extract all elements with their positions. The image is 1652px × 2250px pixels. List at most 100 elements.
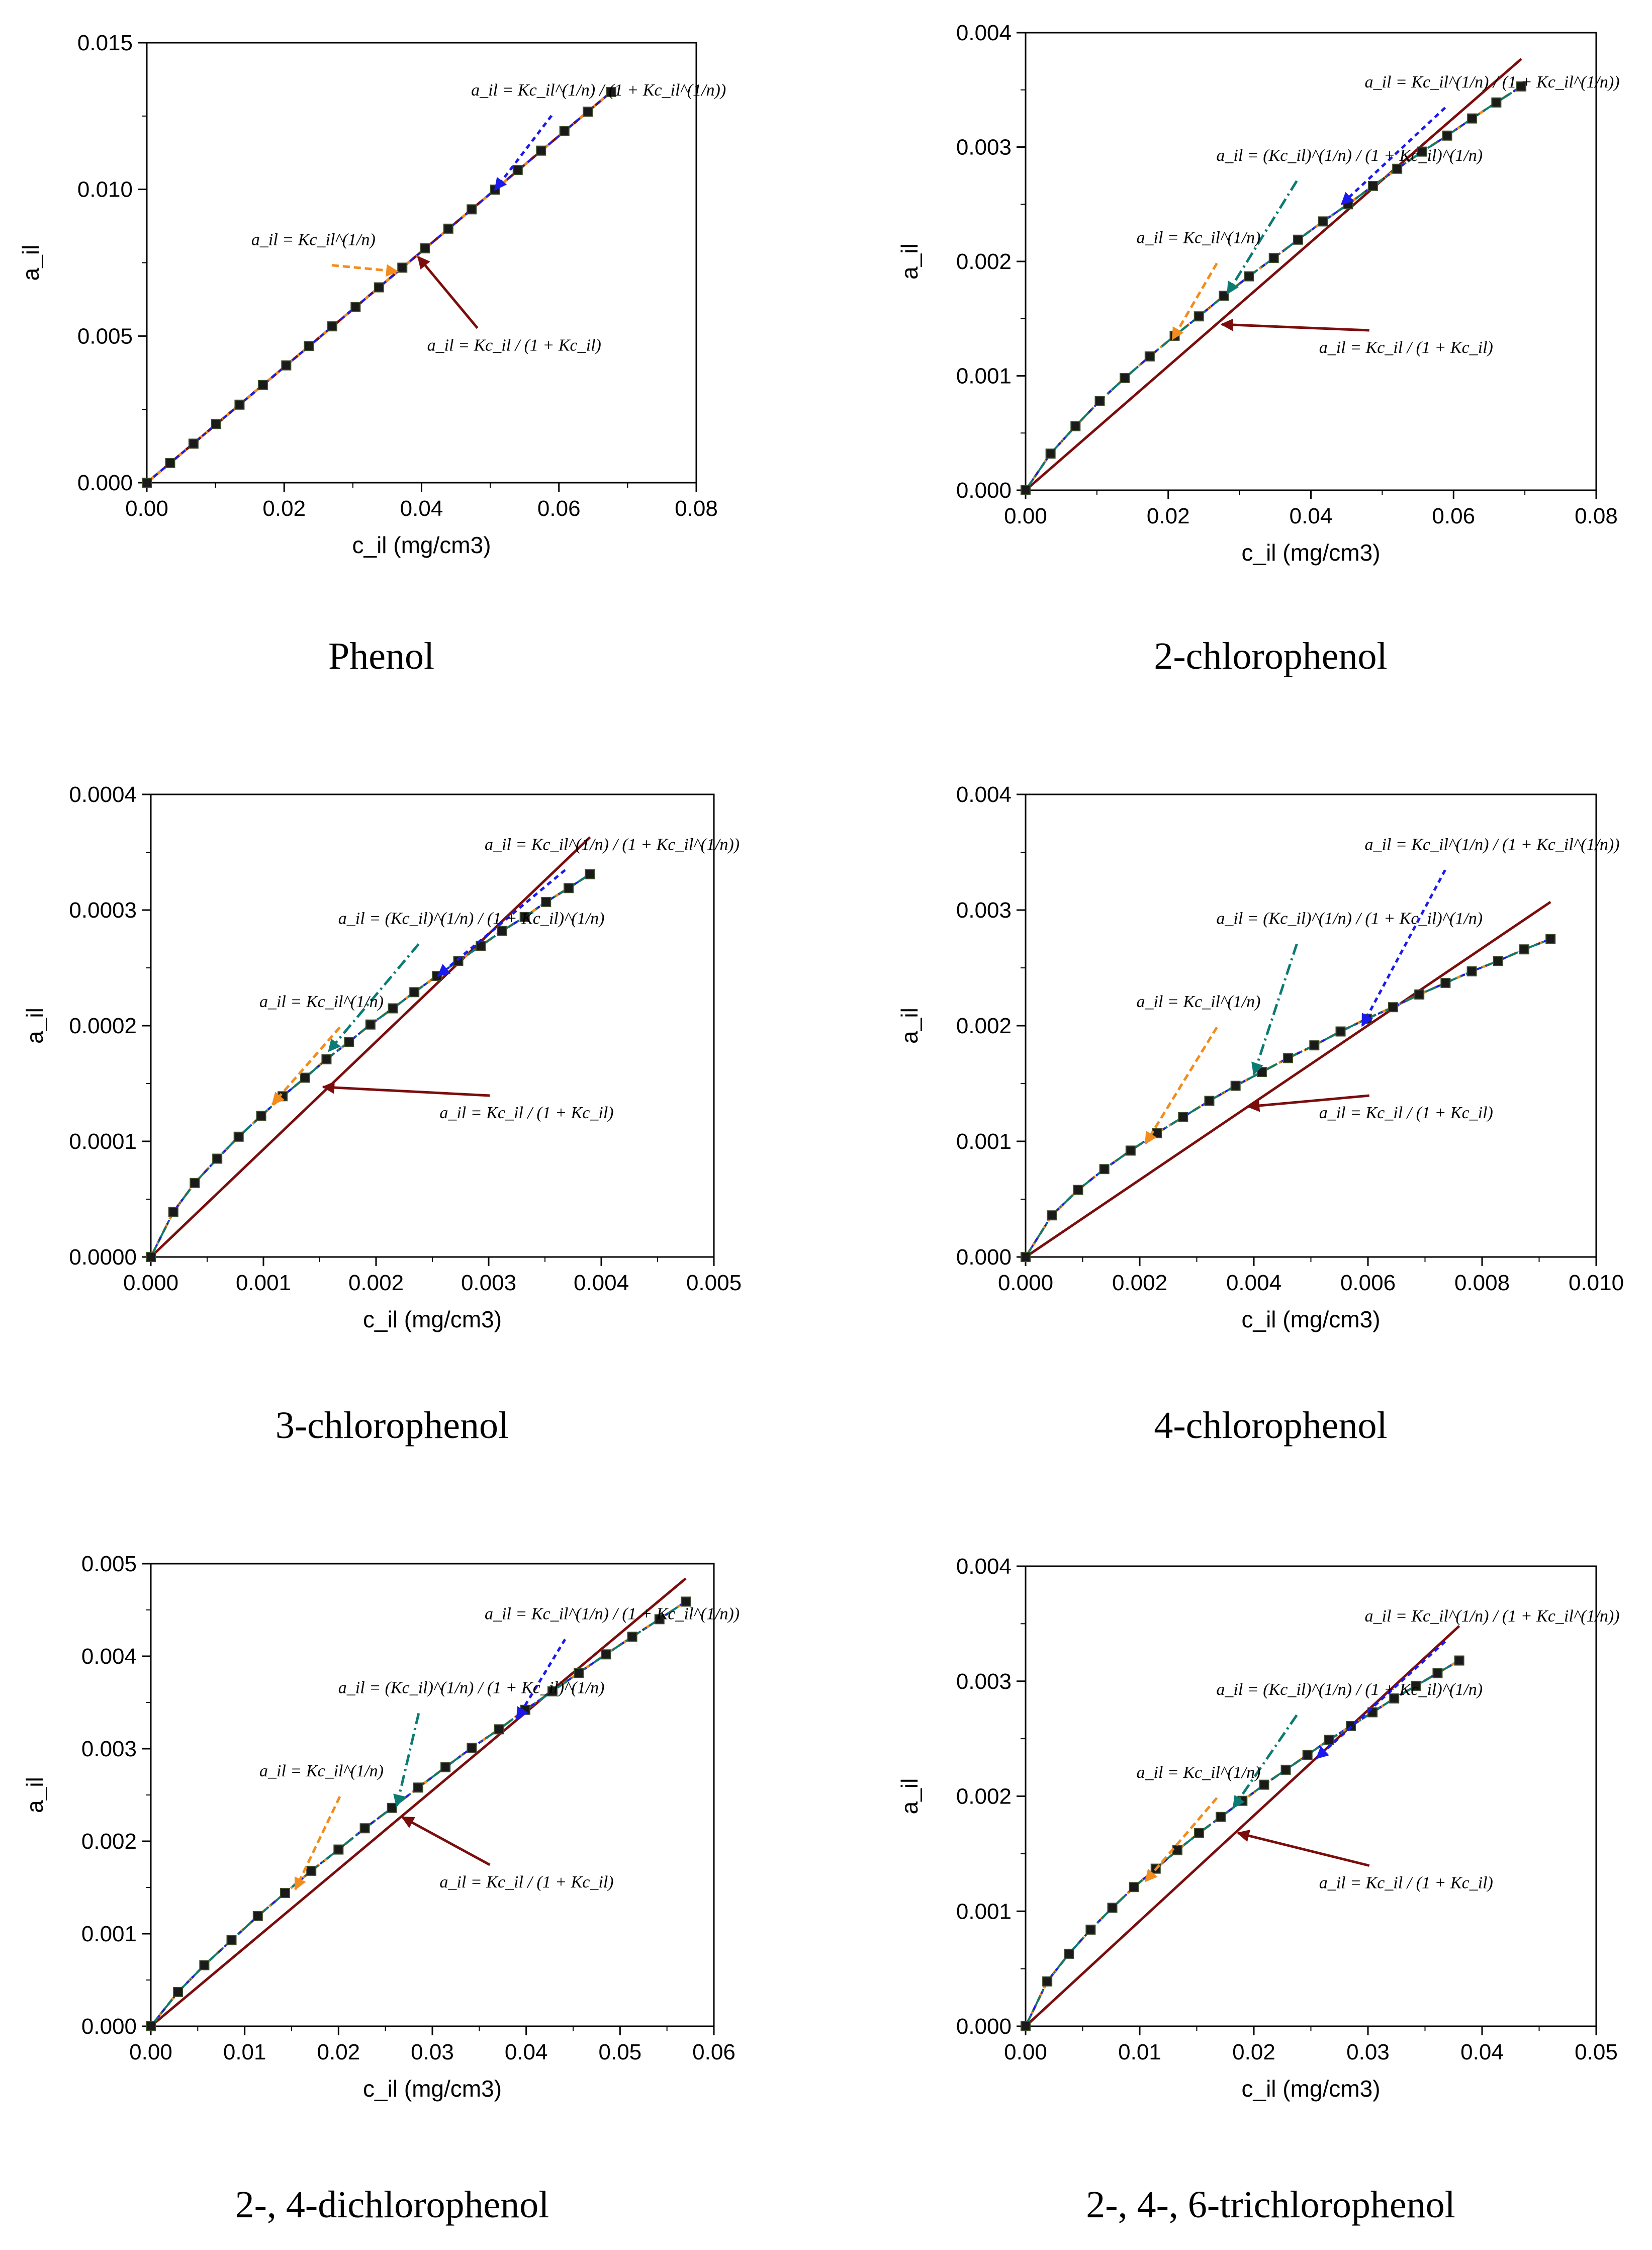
panel-caption: 2-, 4-dichlorophenol (235, 2184, 549, 2226)
data-point (1099, 1164, 1110, 1175)
y-axis-title: a_il (896, 1778, 923, 1815)
y-tick-label: 0.003 (956, 135, 1012, 160)
x-tick-label: 0.00 (1004, 2040, 1047, 2064)
x-tick-label: 0.02 (317, 2040, 360, 2064)
y-axis-title: a_il (18, 245, 44, 281)
data-point (1392, 163, 1403, 174)
y-tick-label: 0.0001 (69, 1129, 137, 1154)
x-axis-title: c_il (mg/cm3) (352, 532, 491, 558)
annotation-arrow (1251, 943, 1298, 1075)
equation-label-langmuir-freundlich: a_il = Kc_il^(1/n) / (1 + Kc_il^(1/n)) (485, 835, 740, 854)
equation-label-sips: a_il = (Kc_il)^(1/n) / (1 + Kc_il)^(1/n) (1216, 1680, 1483, 1699)
data-point (1172, 1845, 1182, 1856)
data-point (1216, 1812, 1226, 1822)
x-tick-label: 0.00 (1004, 504, 1047, 528)
equation-label-langmuir: a_il = Kc_il / (1 + Kc_il) (1319, 338, 1493, 357)
equation-label-sips: a_il = (Kc_il)^(1/n) / (1 + Kc_il)^(1/n) (1216, 146, 1483, 165)
data-point (256, 1111, 266, 1121)
data-point (168, 1207, 178, 1217)
data-point (541, 896, 552, 907)
data-point (1414, 989, 1425, 1000)
panel-caption: Phenol (328, 635, 434, 677)
data-point (1442, 130, 1452, 141)
annotation-arrow (1232, 1714, 1298, 1809)
annotation-arrow (328, 943, 420, 1052)
y-tick-label: 0.0004 (69, 782, 137, 807)
annotation-arrow (1236, 1829, 1370, 1867)
x-tick-label: 0.004 (574, 1271, 629, 1295)
data-point (1070, 421, 1081, 431)
data-point (1302, 1750, 1313, 1760)
annotation-arrow (401, 1816, 491, 1866)
annotation-arrow (515, 1639, 567, 1721)
y-tick-label: 0.015 (77, 31, 133, 55)
series-line-langmuir (150, 836, 591, 1258)
series-line-langmuir (1025, 1625, 1460, 2027)
data-point (1293, 234, 1303, 245)
x-axis-title: c_il (mg/cm3) (363, 1306, 502, 1332)
x-axis-title: c_il (mg/cm3) (1241, 2076, 1380, 2102)
series-line-langmuir-freundlich (1025, 1659, 1460, 2027)
x-tick-label: 0.02 (1147, 504, 1190, 528)
data-point (1283, 1053, 1294, 1063)
data-point (443, 223, 453, 234)
data-point (146, 1252, 156, 1262)
data-point (1194, 1828, 1205, 1838)
data-point (1432, 1668, 1443, 1678)
chart-panel-2: 0.00 0.02 0.04 0.06 0.08 0.000 0.001 0.002 0.003… (896, 21, 1620, 677)
data-point (1107, 1903, 1118, 1913)
equation-label-sips: a_il = (Kc_il)^(1/n) / (1 + Kc_il)^(1/n) (1216, 910, 1483, 928)
equation-label-langmuir: a_il = Kc_il / (1 + Kc_il) (427, 336, 601, 355)
y-tick-label: 0.005 (77, 324, 133, 348)
series-line-langmuir (150, 1577, 687, 2027)
x-tick-label: 0.01 (1118, 2040, 1161, 2064)
annotation-arrow (437, 869, 566, 977)
data-point (583, 107, 593, 117)
data-point (494, 1724, 504, 1735)
chart-panel-5: 0.00 0.01 0.02 0.03 0.04 0.05 0.06 0.000 0.001 0.… (22, 1552, 740, 2226)
y-axis-title: a_il (896, 1008, 923, 1044)
data-point (1120, 373, 1130, 384)
chart-panel-1: 0.00 0.02 0.04 0.06 0.08 0.000 0.005 0.010 0.015… (18, 31, 726, 677)
equation-label-freundlich: a_il = Kc_il^(1/n) (1137, 993, 1261, 1011)
y-axis-title: a_il (22, 1008, 48, 1044)
x-tick-label: 0.000 (123, 1271, 178, 1295)
plot-frame (1025, 32, 1597, 491)
y-tick-label: 0.002 (956, 1014, 1012, 1038)
data-point (165, 458, 175, 468)
annotation-arrow (494, 115, 553, 191)
y-tick-label: 0.0002 (69, 1014, 137, 1038)
data-point (1194, 311, 1204, 322)
x-tick-label: 0.08 (675, 496, 718, 521)
y-tick-label: 0.004 (956, 782, 1012, 807)
annotation-arrow (331, 264, 399, 277)
x-tick-label: 0.002 (348, 1271, 404, 1295)
annotation-arrow (393, 1713, 420, 1808)
x-tick-label: 0.03 (1346, 2040, 1390, 2064)
data-point (681, 1596, 691, 1607)
x-tick-label: 0.002 (1112, 1271, 1167, 1295)
data-point (1021, 1252, 1031, 1262)
y-tick-label: 0.000 (77, 471, 133, 495)
x-tick-label: 0.04 (1460, 2040, 1504, 2064)
data-point (1094, 396, 1105, 406)
data-point (627, 1632, 637, 1642)
data-point (388, 1003, 398, 1014)
equation-label-langmuir: a_il = Kc_il / (1 + Kc_il) (439, 1104, 613, 1122)
data-point (252, 1911, 263, 1922)
equation-label-freundlich: a_il = Kc_il^(1/n) (1137, 229, 1261, 247)
data-point (467, 1743, 477, 1753)
data-point (1256, 1067, 1267, 1077)
data-point (1230, 1081, 1241, 1091)
annotation-arrow (271, 1026, 341, 1106)
panel-caption: 4-chlorophenol (1154, 1404, 1387, 1447)
equation-label-freundlich: a_il = Kc_il^(1/n) (259, 1762, 384, 1780)
data-point (1204, 1096, 1215, 1106)
data-point (1545, 934, 1556, 944)
x-tick-label: 0.00 (125, 496, 168, 521)
data-point (409, 987, 420, 998)
x-tick-label: 0.001 (236, 1271, 291, 1295)
equation-label-langmuir: a_il = Kc_il / (1 + Kc_il) (1319, 1104, 1493, 1122)
equation-label-langmuir: a_il = Kc_il / (1 + Kc_il) (1319, 1874, 1493, 1893)
data-point (1389, 1693, 1400, 1704)
